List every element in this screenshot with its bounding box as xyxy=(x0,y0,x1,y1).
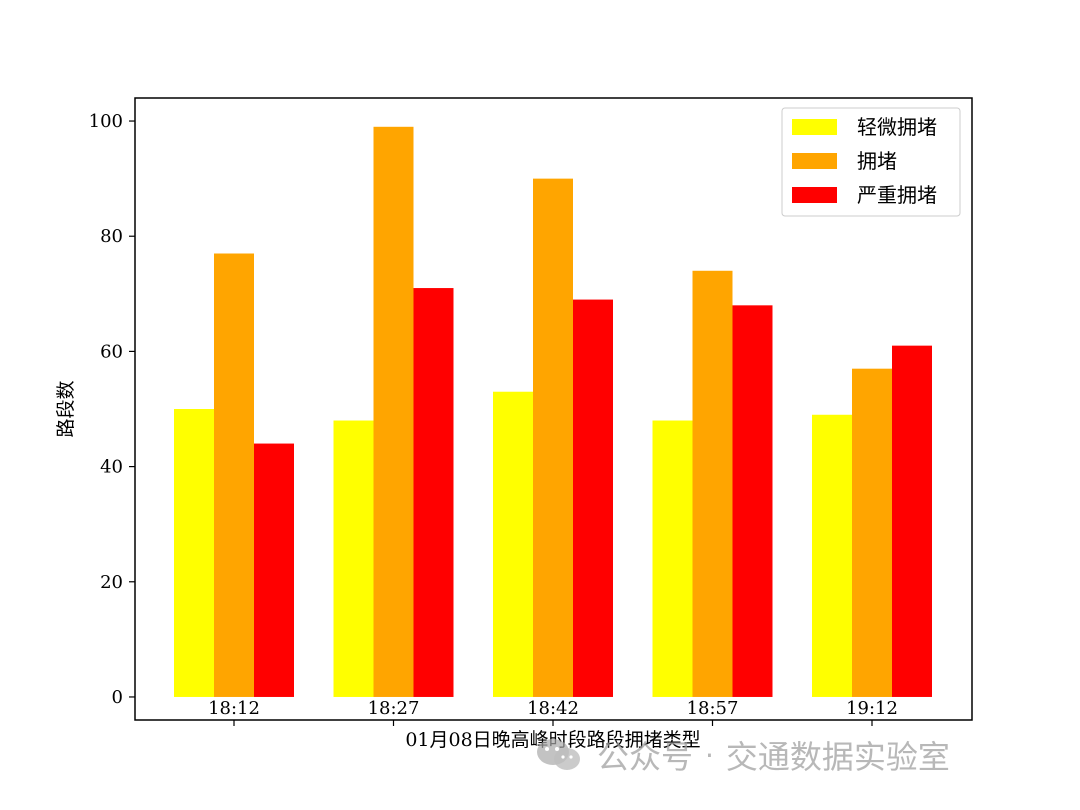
watermark-account: 交通数据实验室 xyxy=(725,738,950,776)
bar-18:27-拥堵 xyxy=(373,126,414,697)
x-axis: 18:12 18:27 18:42 18:57 19:12 xyxy=(208,698,898,726)
y-tick-label: 60 xyxy=(100,341,123,362)
legend-swatch xyxy=(792,119,837,135)
watermark: 公众号 · 交通数据实验室 xyxy=(535,730,950,780)
bar-18:27-轻微拥堵 xyxy=(333,420,374,697)
legend-swatch xyxy=(792,187,837,203)
bar-18:42-轻微拥堵 xyxy=(493,391,533,697)
bar-18:12-严重拥堵 xyxy=(254,443,294,697)
y-axis: 0 20 40 60 80 100 xyxy=(89,111,135,708)
x-tick-label: 18:42 xyxy=(527,698,579,719)
legend-label: 严重拥堵 xyxy=(857,183,937,207)
x-tick-label: 18:12 xyxy=(208,698,260,719)
bar-19:12-轻微拥堵 xyxy=(812,414,852,697)
legend-label: 拥堵 xyxy=(857,149,897,173)
bar-19:12-拥堵 xyxy=(852,368,892,697)
bars-layer xyxy=(174,126,932,697)
bar-18:42-拥堵 xyxy=(533,178,573,697)
bar-18:12-拥堵 xyxy=(214,253,254,697)
legend-swatch xyxy=(792,153,837,169)
watermark-brand: 公众号 xyxy=(597,738,694,776)
y-tick-label: 40 xyxy=(100,457,123,478)
wechat-icon xyxy=(535,735,585,775)
bar-18:12-轻微拥堵 xyxy=(174,409,214,697)
legend-label: 轻微拥堵 xyxy=(857,115,937,139)
bar-18:57-严重拥堵 xyxy=(732,305,773,697)
y-tick-label: 20 xyxy=(100,572,123,593)
bar-18:27-严重拥堵 xyxy=(413,288,454,697)
y-tick-label: 0 xyxy=(112,687,123,708)
x-tick-label: 18:57 xyxy=(687,698,739,719)
bar-18:57-轻微拥堵 xyxy=(652,420,693,697)
y-axis-label: 路段数 xyxy=(55,380,77,437)
y-tick-label: 100 xyxy=(89,111,123,132)
watermark-separator: · xyxy=(705,738,714,772)
bar-18:42-严重拥堵 xyxy=(573,299,613,697)
y-tick-label: 80 xyxy=(100,226,123,247)
x-tick-label: 19:12 xyxy=(846,698,898,719)
bar-19:12-严重拥堵 xyxy=(892,345,932,697)
x-tick-label: 18:27 xyxy=(368,698,420,719)
bar-18:57-拥堵 xyxy=(692,270,733,697)
